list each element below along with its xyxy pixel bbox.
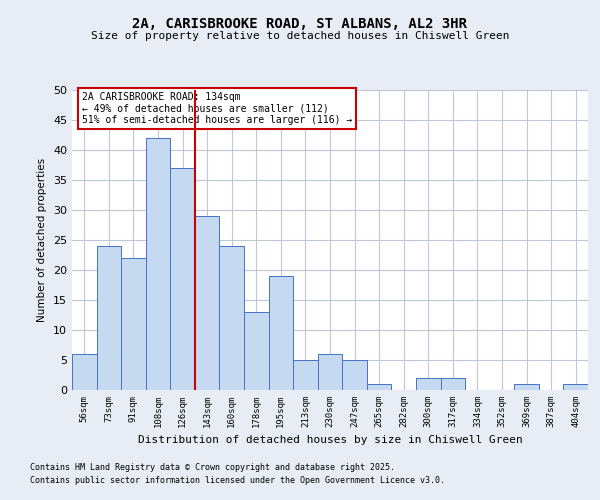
Y-axis label: Number of detached properties: Number of detached properties — [37, 158, 47, 322]
Bar — [195, 216, 220, 390]
Bar — [220, 246, 244, 390]
Bar — [170, 168, 195, 390]
Bar — [367, 384, 391, 390]
Text: 2A CARISBROOKE ROAD: 134sqm
← 49% of detached houses are smaller (112)
51% of se: 2A CARISBROOKE ROAD: 134sqm ← 49% of det… — [82, 92, 353, 124]
Text: Size of property relative to detached houses in Chiswell Green: Size of property relative to detached ho… — [91, 31, 509, 41]
Bar — [146, 138, 170, 390]
Bar — [318, 354, 342, 390]
Text: Contains HM Land Registry data © Crown copyright and database right 2025.: Contains HM Land Registry data © Crown c… — [30, 462, 395, 471]
Bar — [293, 360, 318, 390]
Bar — [563, 384, 588, 390]
Bar — [97, 246, 121, 390]
Bar — [72, 354, 97, 390]
X-axis label: Distribution of detached houses by size in Chiswell Green: Distribution of detached houses by size … — [137, 436, 523, 446]
Bar — [440, 378, 465, 390]
Text: Contains public sector information licensed under the Open Government Licence v3: Contains public sector information licen… — [30, 476, 445, 485]
Text: 2A, CARISBROOKE ROAD, ST ALBANS, AL2 3HR: 2A, CARISBROOKE ROAD, ST ALBANS, AL2 3HR — [133, 18, 467, 32]
Bar — [269, 276, 293, 390]
Bar — [416, 378, 440, 390]
Bar — [514, 384, 539, 390]
Bar — [121, 258, 146, 390]
Bar — [342, 360, 367, 390]
Bar — [244, 312, 269, 390]
